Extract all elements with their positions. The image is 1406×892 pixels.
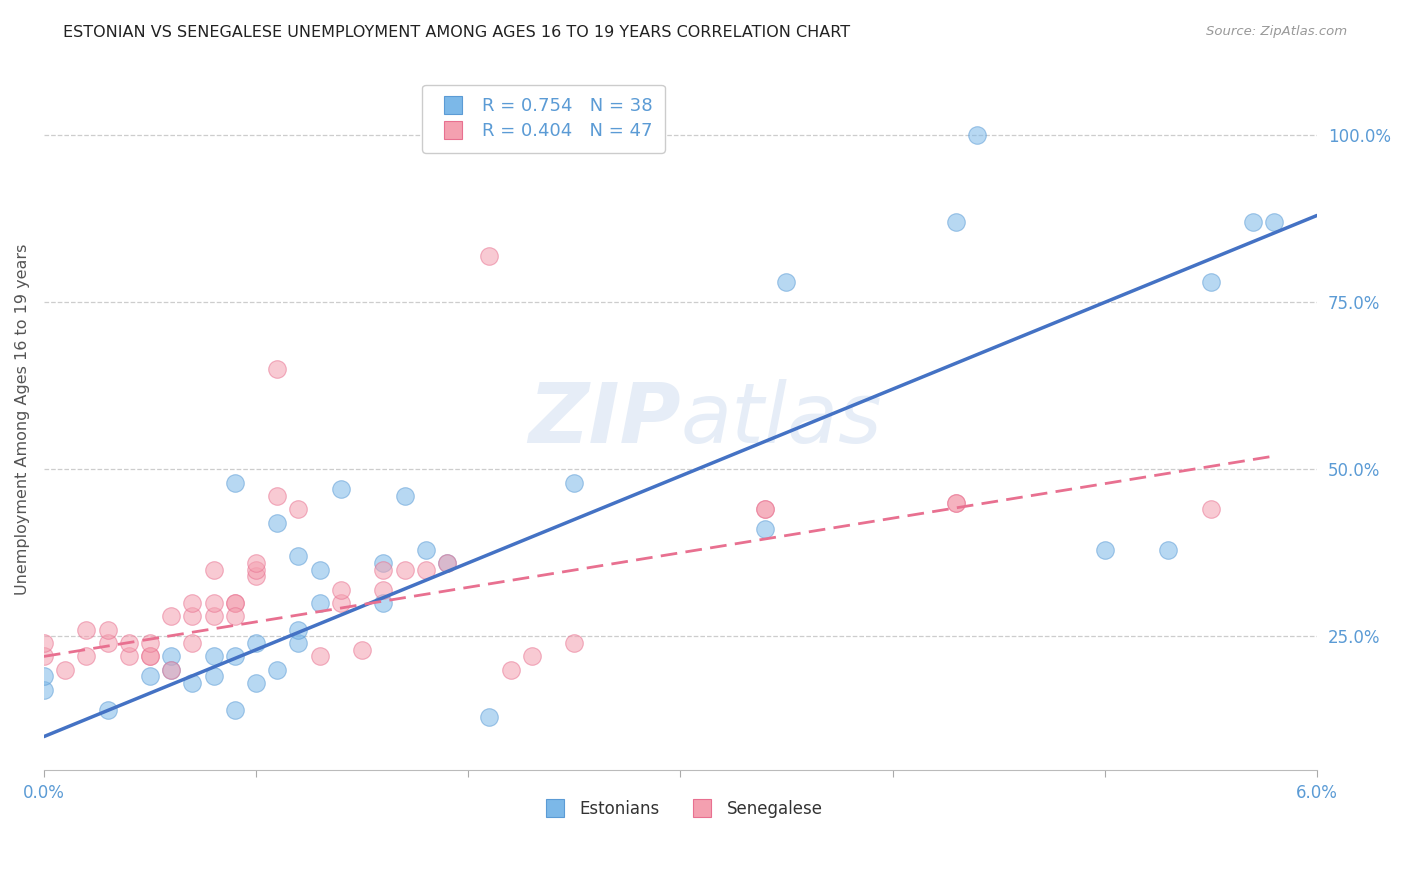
Point xyxy=(96,703,118,717)
Point xyxy=(754,523,776,537)
Point xyxy=(1199,502,1222,516)
Point xyxy=(181,676,204,690)
Text: atlas: atlas xyxy=(681,379,882,459)
Point xyxy=(373,556,395,570)
Point xyxy=(562,475,585,490)
Point xyxy=(394,489,416,503)
Point xyxy=(436,556,458,570)
Point xyxy=(181,596,204,610)
Point xyxy=(1157,542,1180,557)
Point xyxy=(775,275,797,289)
Point xyxy=(329,582,352,597)
Point xyxy=(75,649,97,664)
Point xyxy=(478,709,501,723)
Point xyxy=(224,609,246,624)
Point xyxy=(329,483,352,497)
Point xyxy=(352,642,374,657)
Point xyxy=(266,489,288,503)
Point xyxy=(415,563,437,577)
Point xyxy=(266,362,288,376)
Point xyxy=(287,502,309,516)
Point xyxy=(118,649,141,664)
Point xyxy=(287,636,309,650)
Point xyxy=(245,556,267,570)
Point xyxy=(308,649,330,664)
Point xyxy=(224,596,246,610)
Point xyxy=(224,475,246,490)
Point xyxy=(160,663,183,677)
Point xyxy=(966,128,988,143)
Point xyxy=(394,563,416,577)
Point xyxy=(202,669,225,683)
Point xyxy=(945,496,967,510)
Point xyxy=(224,596,246,610)
Point xyxy=(287,623,309,637)
Point xyxy=(308,563,330,577)
Point xyxy=(181,636,204,650)
Point xyxy=(245,569,267,583)
Point xyxy=(287,549,309,564)
Point xyxy=(373,596,395,610)
Point xyxy=(75,623,97,637)
Point xyxy=(202,649,225,664)
Point xyxy=(181,609,204,624)
Point xyxy=(562,636,585,650)
Point xyxy=(32,669,55,683)
Point xyxy=(415,542,437,557)
Point xyxy=(32,682,55,697)
Point xyxy=(160,609,183,624)
Point xyxy=(202,596,225,610)
Point xyxy=(96,623,118,637)
Text: ZIP: ZIP xyxy=(527,379,681,459)
Legend: Estonians, Senegalese: Estonians, Senegalese xyxy=(531,794,830,825)
Text: Source: ZipAtlas.com: Source: ZipAtlas.com xyxy=(1206,25,1347,38)
Point xyxy=(245,676,267,690)
Point xyxy=(32,649,55,664)
Point xyxy=(1199,275,1222,289)
Point xyxy=(245,563,267,577)
Point xyxy=(1263,215,1285,229)
Point xyxy=(202,609,225,624)
Point xyxy=(436,556,458,570)
Point xyxy=(754,502,776,516)
Point xyxy=(373,582,395,597)
Point xyxy=(160,649,183,664)
Point xyxy=(1241,215,1264,229)
Point xyxy=(329,596,352,610)
Y-axis label: Unemployment Among Ages 16 to 19 years: Unemployment Among Ages 16 to 19 years xyxy=(15,244,30,595)
Point xyxy=(945,496,967,510)
Point xyxy=(373,563,395,577)
Point xyxy=(754,502,776,516)
Point xyxy=(96,636,118,650)
Point xyxy=(245,636,267,650)
Point xyxy=(160,663,183,677)
Point xyxy=(139,636,162,650)
Point xyxy=(499,663,522,677)
Point xyxy=(1094,542,1116,557)
Point xyxy=(202,563,225,577)
Point xyxy=(308,596,330,610)
Point xyxy=(224,703,246,717)
Point xyxy=(224,649,246,664)
Point xyxy=(520,649,543,664)
Point xyxy=(139,669,162,683)
Text: ESTONIAN VS SENEGALESE UNEMPLOYMENT AMONG AGES 16 TO 19 YEARS CORRELATION CHART: ESTONIAN VS SENEGALESE UNEMPLOYMENT AMON… xyxy=(63,25,851,40)
Point xyxy=(945,215,967,229)
Point xyxy=(118,636,141,650)
Point xyxy=(266,663,288,677)
Point xyxy=(53,663,76,677)
Point xyxy=(32,636,55,650)
Point xyxy=(266,516,288,530)
Point xyxy=(139,649,162,664)
Point xyxy=(478,249,501,263)
Point xyxy=(139,649,162,664)
